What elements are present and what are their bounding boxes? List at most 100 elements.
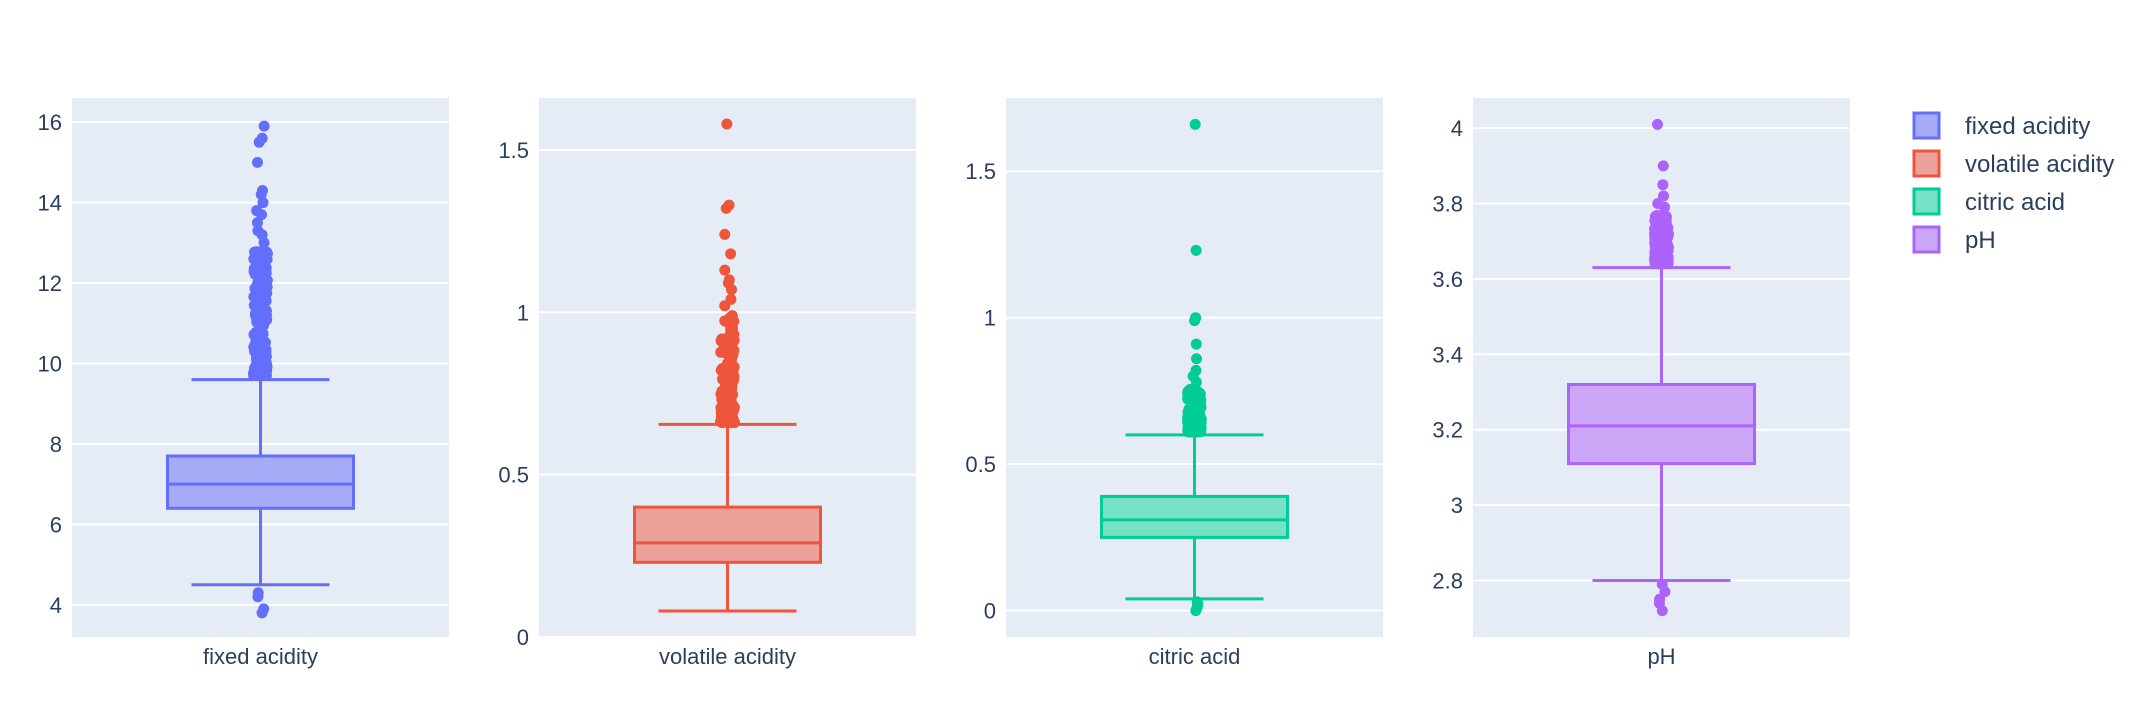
y-tick-label-fixed-acidity: 6 xyxy=(50,512,62,537)
outlier-point-fixed-acidity xyxy=(252,225,264,237)
y-tick-label-citric-acid: 1.5 xyxy=(965,159,996,184)
y-tick-label-volatile-acidity: 1.5 xyxy=(498,138,529,163)
outlier-point-ph xyxy=(1657,179,1669,191)
outlier-point-fixed-acidity xyxy=(260,351,272,363)
outlier-point-volatile-acidity xyxy=(727,336,739,348)
legend-label-citric-acid: citric acid xyxy=(1965,189,2065,216)
outlier-point-fixed-acidity xyxy=(256,132,268,144)
legend-swatch-ph xyxy=(1912,225,1941,254)
box-ph xyxy=(1567,382,1756,466)
outlier-point-citric-acid xyxy=(1190,338,1202,350)
outlier-point-ph xyxy=(1656,578,1668,590)
box-citric-acid xyxy=(1100,494,1289,539)
x-tick-label-volatile-acidity: volatile acidity xyxy=(659,644,796,669)
outlier-point-ph xyxy=(1651,209,1663,221)
y-tick-label-ph: 3.4 xyxy=(1432,342,1463,367)
outlier-point-citric-acid xyxy=(1185,404,1197,416)
outlier-point-citric-acid xyxy=(1191,596,1203,608)
legend-label-volatile-acidity: volatile acidity xyxy=(1965,151,2114,178)
y-tick-label-fixed-acidity: 8 xyxy=(50,432,62,457)
outlier-point-fixed-acidity xyxy=(252,156,264,168)
outlier-point-fixed-acidity xyxy=(254,301,266,313)
outlier-point-citric-acid xyxy=(1183,425,1195,437)
outlier-point-volatile-acidity xyxy=(728,344,740,356)
outlier-point-volatile-acidity xyxy=(719,264,731,276)
y-tick-label-ph: 3.8 xyxy=(1432,192,1463,217)
legend-label-fixed-acidity: fixed acidity xyxy=(1965,113,2090,140)
y-tick-label-ph: 3 xyxy=(1451,493,1463,518)
y-tick-label-ph: 4 xyxy=(1451,116,1463,141)
outlier-point-fixed-acidity xyxy=(259,264,271,276)
outlier-point-ph xyxy=(1657,160,1669,172)
outlier-point-volatile-acidity xyxy=(725,248,737,260)
y-tick-label-fixed-acidity: 14 xyxy=(38,191,62,216)
y-tick-label-citric-acid: 0 xyxy=(984,599,996,624)
y-tick-label-fixed-acidity: 4 xyxy=(50,593,62,618)
outlier-point-ph xyxy=(1652,118,1664,130)
box-fixed-acidity xyxy=(166,454,355,510)
outlier-point-citric-acid xyxy=(1190,244,1202,256)
outlier-point-fixed-acidity xyxy=(258,286,270,298)
box-volatile-acidity xyxy=(633,505,822,564)
outlier-point-volatile-acidity xyxy=(728,416,740,428)
outlier-point-fixed-acidity xyxy=(248,341,260,353)
outlier-point-ph xyxy=(1652,198,1664,210)
outlier-point-volatile-acidity xyxy=(719,414,731,426)
y-tick-label-citric-acid: 0.5 xyxy=(965,452,996,477)
y-tick-label-volatile-acidity: 0.5 xyxy=(498,463,529,488)
outlier-point-fixed-acidity xyxy=(251,205,263,217)
outlier-point-fixed-acidity xyxy=(249,268,261,280)
outlier-point-volatile-acidity xyxy=(721,118,733,130)
outlier-point-fixed-acidity xyxy=(249,246,261,258)
outlier-point-ph xyxy=(1659,224,1671,236)
subplot-volatile-acidity: 0 0.5 1 1.5 volatile acidity xyxy=(498,98,916,669)
outlier-point-citric-acid xyxy=(1182,385,1194,397)
outlier-point-volatile-acidity xyxy=(723,274,735,286)
outlier-point-volatile-acidity xyxy=(718,383,730,395)
outlier-point-citric-acid xyxy=(1189,118,1201,130)
y-tick-label-ph: 3.2 xyxy=(1432,418,1463,443)
y-tick-label-volatile-acidity: 1 xyxy=(517,300,529,325)
outlier-point-fixed-acidity xyxy=(249,370,261,382)
outlier-point-citric-acid xyxy=(1195,415,1207,427)
x-tick-label-citric-acid: citric acid xyxy=(1149,644,1241,669)
outlier-point-fixed-acidity xyxy=(258,603,270,615)
y-tick-label-citric-acid: 1 xyxy=(984,306,996,331)
outlier-point-ph xyxy=(1657,190,1669,202)
outlier-point-volatile-acidity xyxy=(726,378,738,390)
legend-swatch-fixed-acidity xyxy=(1912,111,1941,140)
outlier-point-volatile-acidity xyxy=(715,364,727,376)
x-tick-label-ph: pH xyxy=(1647,644,1675,669)
outlier-point-volatile-acidity xyxy=(721,316,733,328)
outlier-point-citric-acid xyxy=(1190,364,1202,376)
outlier-point-volatile-acidity xyxy=(715,346,727,358)
outlier-point-fixed-acidity xyxy=(251,360,263,372)
y-tick-label-ph: 3.6 xyxy=(1432,267,1463,292)
y-tick-label-fixed-acidity: 10 xyxy=(38,351,62,376)
legend-label-ph: pH xyxy=(1965,227,1996,254)
subplot-citric-acid: 0 0.5 1 1.5 citric acid xyxy=(965,98,1383,669)
outlier-point-volatile-acidity xyxy=(723,400,735,412)
y-tick-label-fixed-acidity: 16 xyxy=(38,110,62,135)
outlier-point-fixed-acidity xyxy=(258,120,270,132)
outlier-point-volatile-acidity xyxy=(719,228,731,240)
outlier-point-volatile-acidity xyxy=(725,293,737,305)
outlier-point-fixed-acidity xyxy=(249,283,261,295)
subplot-ph: 2.8 3 3.2 3.4 3.6 3.8 4 pH xyxy=(1432,98,1850,669)
subplot-fixed-acidity: 4 6 8 10 12 14 16 fixed acidity xyxy=(38,98,449,669)
legend-swatch-volatile-acidity xyxy=(1912,149,1941,178)
outlier-point-citric-acid xyxy=(1190,312,1202,324)
y-tick-label-volatile-acidity: 0 xyxy=(517,625,529,650)
outlier-point-citric-acid xyxy=(1190,393,1202,405)
legend: fixed acidity volatile acidity citric acid… xyxy=(1912,111,2114,254)
outlier-point-fixed-acidity xyxy=(251,316,263,328)
outlier-point-ph xyxy=(1660,211,1672,223)
y-tick-label-fixed-acidity: 12 xyxy=(38,271,62,296)
outlier-point-volatile-acidity xyxy=(716,333,728,345)
outlier-point-volatile-acidity xyxy=(725,391,737,403)
y-tick-label-ph: 2.8 xyxy=(1432,568,1463,593)
outlier-point-citric-acid xyxy=(1191,353,1203,365)
outlier-point-fixed-acidity xyxy=(252,587,264,599)
outlier-point-fixed-acidity xyxy=(257,185,269,197)
